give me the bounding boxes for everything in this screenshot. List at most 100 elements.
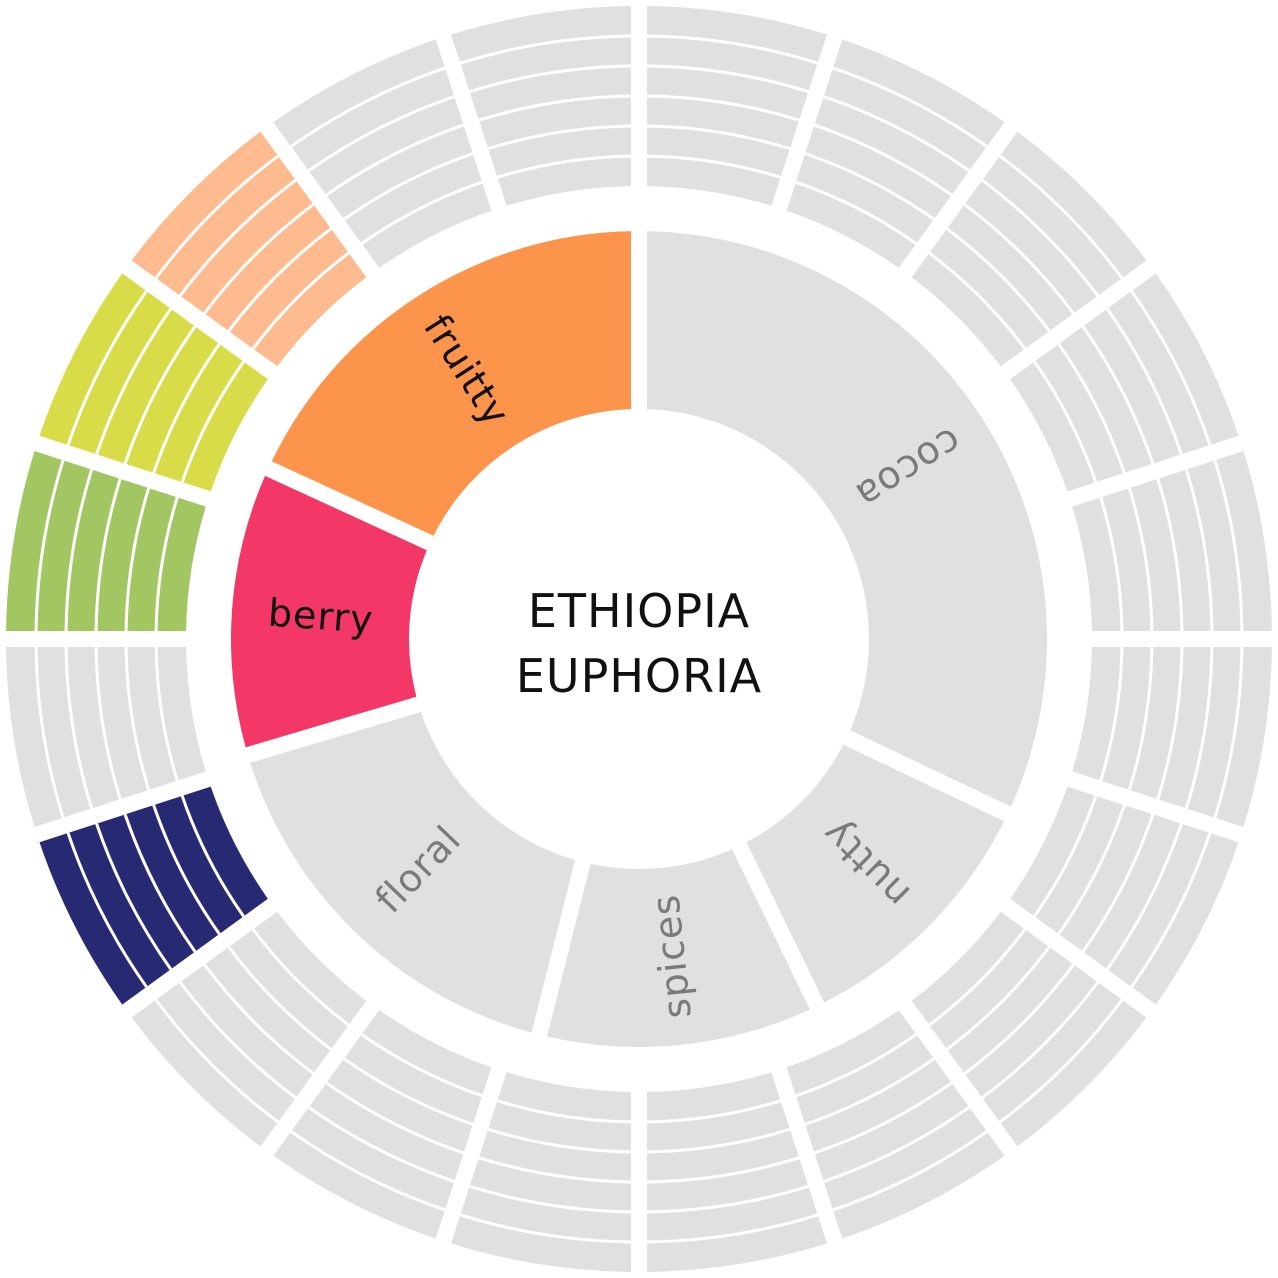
outer-segment-12-level-divider-3: [325, 1081, 465, 1155]
outer-segment-17-level-divider-5: [66, 290, 148, 446]
outer-segment-19-level-divider-3: [325, 123, 465, 197]
outer-segment-18-level-divider-4: [178, 178, 297, 297]
outer-segment-19-level-divider-5: [290, 66, 446, 148]
inner-segment-spices: [547, 849, 810, 1047]
outer-segment-9-level-divider-3: [813, 1081, 953, 1155]
outer-segment-19-level-divider-1: [360, 180, 483, 245]
outer-segment-16-level-divider-4: [64, 469, 94, 632]
outer-segment-14-level-divider-1: [180, 795, 245, 918]
outer-segment-6-level-divider-1: [1099, 646, 1124, 782]
outer-segment-9: [786, 1010, 1005, 1239]
outer-segment-14-level-divider-2: [152, 804, 221, 935]
outer-segment-3-level-divider-1: [928, 251, 1027, 350]
outer-segment-5-level-divider-1: [1099, 496, 1124, 632]
outer-segment-1-level-divider-2: [646, 124, 791, 151]
outer-segment-8-level-divider-3: [963, 963, 1075, 1075]
outer-segment-2-level-divider-1: [795, 180, 918, 245]
outer-segment-17-level-divider-3: [123, 325, 197, 465]
outer-segment-18-level-divider-5: [154, 154, 280, 280]
outer-segment-5-level-divider-4: [1184, 469, 1214, 632]
outer-segment-20-level-divider-1: [496, 154, 632, 179]
outer-segment-1-level-divider-5: [646, 34, 819, 65]
outer-segment-15-level-divider-3: [94, 646, 122, 800]
outer-segment-7-level-divider-2: [1057, 804, 1126, 935]
outer-segment-13-level-divider-5: [154, 998, 280, 1124]
inner-label-berry: berry: [267, 591, 375, 642]
outer-segment-10-level-divider-5: [646, 1213, 819, 1244]
outer-segment-3-level-divider-5: [998, 154, 1124, 280]
inner-segment-cocoa: [647, 231, 1048, 807]
outer-segment-15-level-divider-2: [124, 646, 151, 791]
outer-segment-2-level-divider-4: [823, 95, 971, 173]
outer-segment-1-level-divider-1: [646, 154, 782, 179]
outer-segment-14-level-divider-4: [95, 823, 173, 971]
outer-segment-2: [786, 39, 1005, 268]
outer-segment-9-level-divider-5: [832, 1130, 988, 1212]
outer-segment-13-level-divider-4: [178, 981, 297, 1100]
outer-segment-12-level-divider-2: [343, 1057, 474, 1126]
outer-segment-17-level-divider-4: [95, 307, 173, 455]
outer-segment-3: [911, 131, 1147, 367]
outer-segment-14-level-divider-3: [123, 813, 197, 953]
outer-segment-6-level-divider-4: [1184, 646, 1214, 809]
outer-ring: [6, 6, 1272, 1272]
outer-segment-4-level-divider-4: [1105, 307, 1183, 455]
outer-segment-1-level-divider-4: [646, 64, 809, 94]
outer-segment-3-level-divider-4: [981, 178, 1100, 297]
outer-segment-12-level-divider-1: [360, 1033, 483, 1098]
outer-segment-3-level-divider-3: [963, 203, 1075, 315]
outer-segment-2-level-divider-5: [832, 66, 988, 148]
outer-segment-20-level-divider-4: [469, 64, 632, 94]
outer-segment-20-level-divider-3: [478, 94, 632, 122]
outer-segment-7-level-divider-3: [1081, 813, 1155, 953]
outer-segment-8: [911, 911, 1147, 1147]
outer-segment-13: [131, 911, 367, 1147]
outer-segment-10-level-divider-3: [646, 1156, 800, 1184]
outer-segment-18-level-divider-3: [203, 203, 315, 315]
outer-segment-16-level-divider-1: [154, 496, 179, 632]
outer-segment-11-level-divider-4: [469, 1184, 632, 1214]
outer-segment-14: [39, 786, 268, 1005]
outer-segment-13-level-divider-2: [227, 946, 332, 1051]
outer-segment-1-level-divider-3: [646, 94, 800, 122]
outer-segment-18-level-divider-2: [227, 227, 332, 332]
outer-segment-5-level-divider-5: [1213, 459, 1244, 632]
outer-segment-7-level-divider-4: [1105, 823, 1183, 971]
outer-segment-9-level-divider-2: [804, 1057, 935, 1126]
inner-segment-berry: [231, 475, 427, 748]
outer-segment-4: [1010, 273, 1239, 492]
outer-segment-8-level-divider-2: [946, 946, 1051, 1051]
outer-segment-12-level-divider-4: [307, 1105, 455, 1183]
outer-segment-7-level-divider-1: [1033, 795, 1098, 918]
outer-segment-18: [131, 131, 367, 367]
outer-segment-3-level-divider-2: [946, 227, 1051, 332]
outer-segment-16-level-divider-2: [124, 487, 151, 632]
outer-segment-10-level-divider-4: [646, 1184, 809, 1214]
outer-segment-7: [1010, 786, 1239, 1005]
outer-segment-15-level-divider-1: [154, 646, 179, 782]
outer-segment-17-level-divider-2: [152, 343, 221, 474]
outer-segment-19-level-divider-4: [307, 95, 455, 173]
outer-segment-6-level-divider-2: [1127, 646, 1154, 791]
outer-segment-9-level-divider-4: [823, 1105, 971, 1183]
inner-segment-fruitty: [271, 231, 631, 536]
outer-segment-8-level-divider-4: [981, 981, 1100, 1100]
outer-segment-17-level-divider-1: [180, 360, 245, 483]
outer-segment-13-level-divider-3: [203, 963, 315, 1075]
inner-ring: [231, 231, 1048, 1047]
outer-segment-15-level-divider-5: [34, 646, 65, 819]
outer-segment-19: [273, 39, 492, 268]
outer-segment-4-level-divider-2: [1057, 343, 1126, 474]
outer-segment-8-level-divider-1: [928, 928, 1027, 1027]
outer-segment-20-level-divider-5: [459, 34, 632, 65]
outer-segment-18-level-divider-1: [251, 251, 350, 350]
outer-segment-6-level-divider-5: [1213, 646, 1244, 819]
outer-segment-7-level-divider-5: [1130, 832, 1212, 988]
outer-segment-16-level-divider-3: [94, 478, 122, 632]
outer-segment-5-level-divider-2: [1127, 487, 1154, 632]
outer-segment-4-level-divider-3: [1081, 325, 1155, 465]
wheel-title-line-1: ETHIOPIA: [528, 584, 750, 638]
inner-segment-nutty: [746, 744, 1005, 1003]
outer-segment-13-level-divider-1: [251, 928, 350, 1027]
